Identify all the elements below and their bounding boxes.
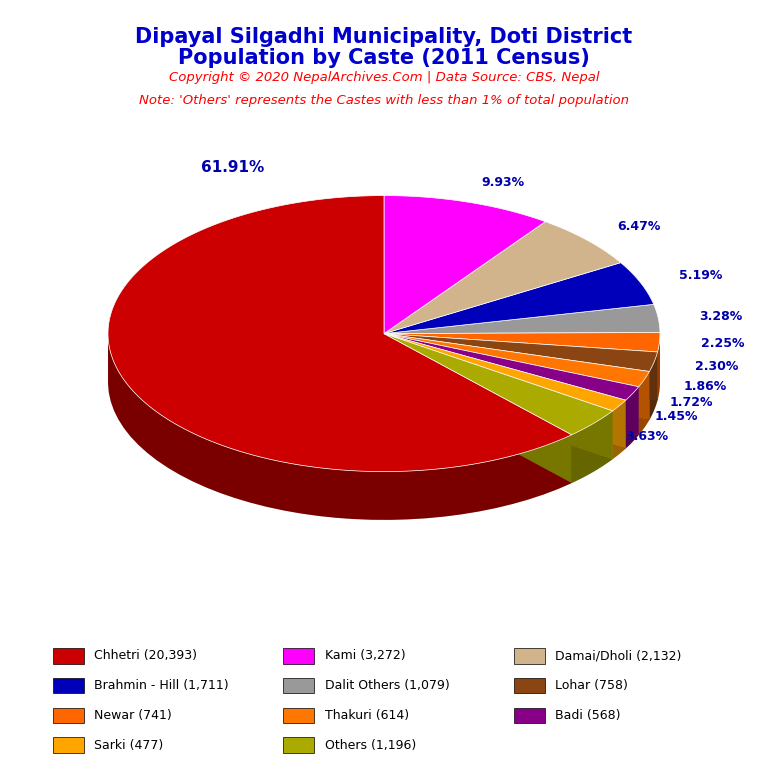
Bar — [53, 678, 84, 694]
Polygon shape — [384, 304, 660, 333]
Polygon shape — [626, 387, 639, 449]
Text: Others (1,196): Others (1,196) — [325, 739, 416, 752]
Polygon shape — [384, 333, 626, 449]
Text: Brahmin - Hill (1,711): Brahmin - Hill (1,711) — [94, 679, 229, 692]
Bar — [53, 737, 84, 753]
Polygon shape — [384, 222, 621, 333]
Bar — [283, 678, 315, 694]
Polygon shape — [384, 333, 660, 352]
Polygon shape — [384, 333, 571, 483]
Text: Chhetri (20,393): Chhetri (20,393) — [94, 650, 197, 662]
Polygon shape — [384, 333, 650, 387]
Polygon shape — [613, 400, 626, 459]
Polygon shape — [657, 334, 660, 400]
Text: 6.47%: 6.47% — [617, 220, 661, 233]
Text: Copyright © 2020 NepalArchives.Com | Data Source: CBS, Nepal: Copyright © 2020 NepalArchives.Com | Dat… — [169, 71, 599, 84]
Text: 1.72%: 1.72% — [670, 396, 713, 409]
Polygon shape — [384, 333, 639, 435]
Polygon shape — [108, 335, 571, 520]
Text: 3.63%: 3.63% — [625, 430, 668, 443]
Bar — [514, 648, 545, 664]
Text: Dalit Others (1,079): Dalit Others (1,079) — [325, 679, 449, 692]
Polygon shape — [384, 333, 650, 420]
Bar — [53, 648, 84, 664]
Text: Damai/Dholi (2,132): Damai/Dholi (2,132) — [555, 650, 682, 662]
Text: Lohar (758): Lohar (758) — [555, 679, 628, 692]
Polygon shape — [639, 372, 650, 435]
Text: 3.28%: 3.28% — [700, 310, 743, 323]
Text: 2.30%: 2.30% — [695, 359, 738, 372]
Polygon shape — [650, 352, 657, 420]
Polygon shape — [108, 196, 571, 472]
Text: 61.91%: 61.91% — [200, 161, 264, 176]
Polygon shape — [384, 196, 545, 333]
Bar — [514, 678, 545, 694]
Text: Kami (3,272): Kami (3,272) — [325, 650, 406, 662]
Polygon shape — [384, 333, 613, 459]
Polygon shape — [384, 333, 650, 420]
Polygon shape — [384, 263, 654, 333]
Text: 5.19%: 5.19% — [679, 269, 723, 282]
Text: Thakuri (614): Thakuri (614) — [325, 709, 409, 722]
Bar — [283, 707, 315, 723]
Bar — [283, 737, 315, 753]
Text: Sarki (477): Sarki (477) — [94, 739, 164, 752]
Text: 2.25%: 2.25% — [700, 337, 744, 350]
Bar — [514, 707, 545, 723]
Text: 1.86%: 1.86% — [684, 379, 727, 392]
Polygon shape — [384, 333, 639, 400]
Polygon shape — [571, 411, 613, 483]
Text: Dipayal Silgadhi Municipality, Doti District: Dipayal Silgadhi Municipality, Doti Dist… — [135, 27, 633, 47]
Bar — [53, 707, 84, 723]
Text: 1.45%: 1.45% — [655, 410, 698, 423]
Text: Note: 'Others' represents the Castes with less than 1% of total population: Note: 'Others' represents the Castes wit… — [139, 94, 629, 107]
Polygon shape — [384, 333, 639, 435]
Polygon shape — [384, 333, 657, 400]
Bar — [283, 648, 315, 664]
Text: Population by Caste (2011 Census): Population by Caste (2011 Census) — [178, 48, 590, 68]
Polygon shape — [384, 333, 657, 372]
Text: Badi (568): Badi (568) — [555, 709, 621, 722]
Polygon shape — [384, 333, 613, 459]
Text: 9.93%: 9.93% — [482, 176, 525, 189]
Polygon shape — [384, 333, 626, 411]
Text: Newar (741): Newar (741) — [94, 709, 172, 722]
Polygon shape — [384, 333, 657, 400]
Polygon shape — [384, 333, 613, 435]
Ellipse shape — [108, 244, 660, 520]
Polygon shape — [384, 333, 571, 483]
Polygon shape — [384, 333, 626, 449]
